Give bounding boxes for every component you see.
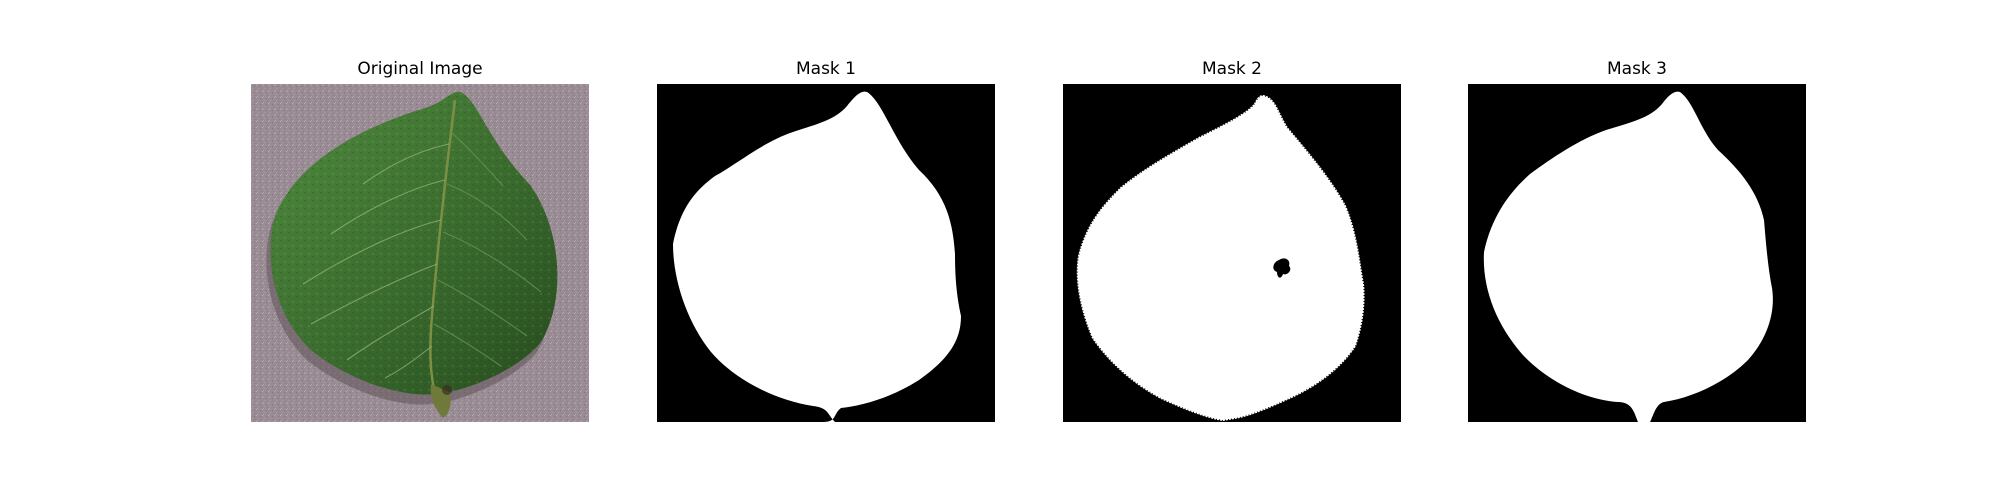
panel-mask-2: Mask 2 [1063,58,1401,422]
mask-2-image [1063,84,1401,422]
mask-3-leaf-shape [1483,91,1773,422]
panel-title-mask-3: Mask 3 [1606,59,1667,79]
panel-title-mask-2: Mask 2 [1201,59,1262,79]
mask-1-leaf-shape [673,91,961,422]
leaf-veins-right [433,133,542,367]
panel-title-original-image: Original Image [357,59,483,79]
leaf-midrib [429,99,457,403]
mask-2-hole [1273,258,1291,278]
panel-mask-1: Mask 1 [657,58,995,422]
panel-title-mask-1: Mask 1 [795,59,856,79]
mask-1-image [657,84,995,422]
stem-spot [442,385,452,395]
original-leaf-photo [251,84,589,422]
leaf-veins-left [302,143,450,379]
panel-mask-3: Mask 3 [1468,58,1806,422]
panel-original-image: Original Image [251,58,589,422]
mask-3-image [1468,84,1806,422]
mask-2-leaf-shape [1076,94,1365,422]
